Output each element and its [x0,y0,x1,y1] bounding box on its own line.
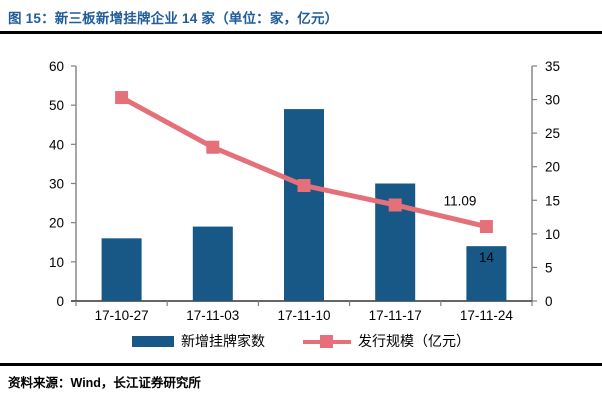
footer-divider [0,363,602,366]
right-axis-tick-label: 30 [545,93,560,108]
left-axis-tick-label: 30 [49,177,64,192]
line-legend-label: 发行规模（亿元） [358,333,470,349]
bar-legend-label: 新增挂牌家数 [181,333,265,349]
left-axis-tick-label: 40 [49,137,64,152]
bar [192,226,233,301]
source-note: 资料来源：Wind，长江证券研究所 [8,376,201,390]
x-axis-category-label: 17-11-17 [369,308,422,323]
right-axis-tick-label: 15 [545,193,560,208]
right-axis-tick-label: 5 [545,260,553,275]
right-axis-tick-label: 0 [545,294,553,309]
line-value-label: 11.09 [444,194,477,209]
line-marker [206,140,220,154]
left-axis-tick-label: 10 [49,255,64,270]
chart-legend: 新增挂牌家数 发行规模（亿元） [0,331,602,351]
bar-value-label: 14 [479,250,495,265]
combo-chart: 0 10 20 30 40 50 60 0 5 10 15 20 25 30 35 17-10-27 17-11… [0,40,602,330]
left-axis-tick-label: 20 [49,216,64,231]
figure-title: 图 15：新三板新增挂牌企业 14 家（单位：家，亿元） [8,11,339,26]
left-axis-tick-label: 50 [49,98,64,113]
right-axis-tick-label: 20 [545,160,560,175]
line-marker [479,220,493,234]
line-legend-swatch [303,334,351,348]
right-axis-tick-label: 10 [545,227,560,242]
x-axis-category-label: 17-11-10 [277,308,330,323]
bar [101,238,142,301]
bar [466,246,507,301]
legend-item-bar: 新增挂牌家数 [132,331,265,351]
line-marker [388,198,402,212]
line-marker [115,91,129,105]
x-axis-category-label: 17-11-03 [186,308,239,323]
x-axis-category-label: 17-11-24 [460,308,514,323]
right-axis-tick-label: 35 [545,59,560,74]
title-divider [0,31,602,34]
bar-legend-swatch [132,335,174,347]
left-axis-tick-label: 60 [49,59,64,74]
right-axis-tick-label: 25 [545,126,560,141]
left-axis-tick-label: 0 [56,294,64,309]
chart-canvas: 0 10 20 30 40 50 60 0 5 10 15 20 25 30 35 17-10-27 17-11… [49,59,560,323]
line-marker [297,179,311,193]
bar [284,109,324,301]
x-axis-category-label: 17-10-27 [95,308,149,323]
legend-item-line: 发行规模（亿元） [303,331,470,351]
